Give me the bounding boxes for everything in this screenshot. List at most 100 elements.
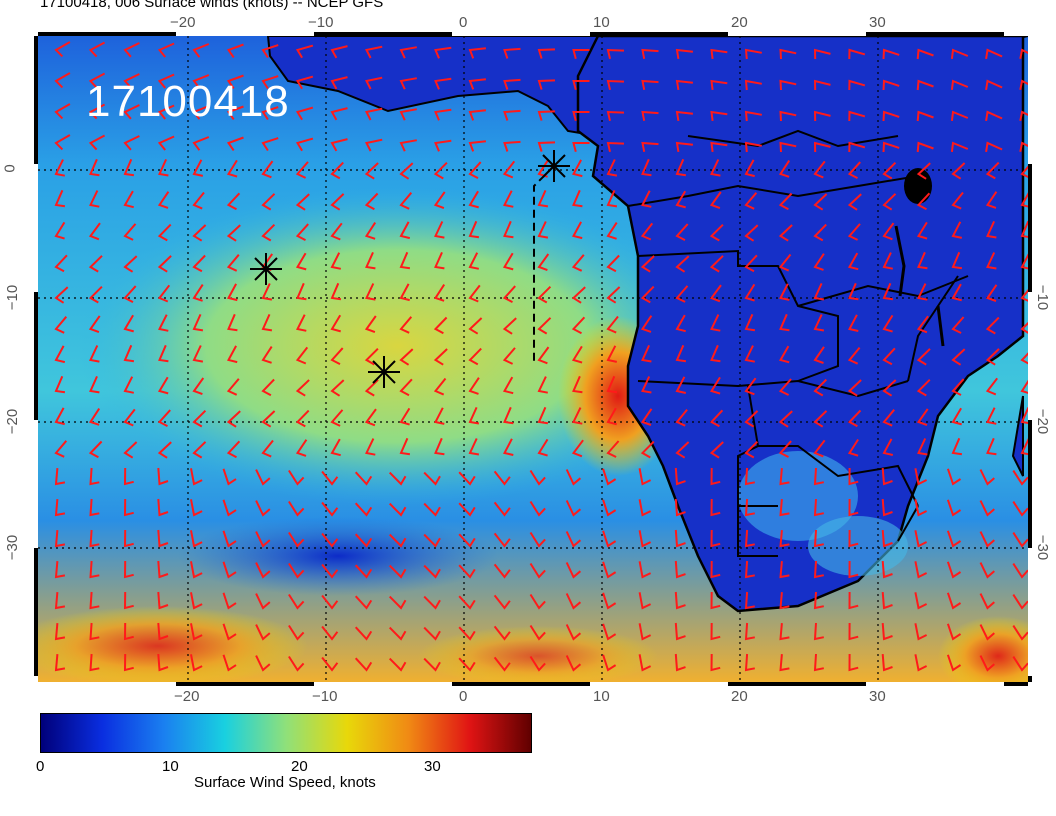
colorbar-tick: 20 [291, 758, 308, 775]
wind-barb [192, 441, 207, 459]
wind-barb [434, 77, 452, 90]
wind-barb [572, 49, 590, 59]
wind-barb [321, 563, 339, 579]
wind-barb [537, 221, 549, 239]
wind-barb [89, 345, 100, 363]
wind-barb [330, 107, 348, 121]
wind-barb [468, 78, 487, 90]
wind-barb [529, 562, 546, 579]
southern-jet [38, 606, 308, 682]
wind-barb [572, 159, 583, 178]
wind-barb [423, 533, 441, 548]
wind-barb [813, 141, 831, 153]
wind-barb [813, 193, 828, 211]
wind-barb [847, 438, 859, 457]
wind-barb [848, 314, 859, 332]
wind-barb [916, 221, 928, 240]
wind-barb [710, 560, 721, 579]
wind-barb [847, 223, 861, 241]
date-stamp: 17100418 [86, 77, 290, 126]
wind-barb [950, 141, 969, 153]
wind-barb [744, 377, 757, 396]
frame-edge-right [1028, 36, 1032, 682]
wind-barb [914, 654, 928, 672]
wind-barb [848, 622, 859, 641]
wind-barb [986, 407, 997, 425]
colorbar-tick: 10 [162, 758, 179, 775]
wind-map: 17100418 [38, 36, 1028, 682]
wind-barb [255, 624, 271, 641]
wind-barb [572, 221, 583, 240]
wind-barb [882, 409, 895, 427]
wind-barb [778, 192, 793, 211]
wind-barb [434, 407, 445, 425]
wind-barb [813, 653, 825, 672]
storm-marker [538, 150, 570, 182]
wind-barb [321, 625, 339, 641]
wind-barb [123, 591, 134, 610]
wind-barb [602, 468, 617, 486]
wind-barb [951, 221, 963, 239]
wind-barb [321, 470, 339, 486]
wind-barb [288, 531, 305, 548]
wind-barb [744, 498, 755, 517]
wind-barb [192, 224, 207, 242]
wind-barb [295, 379, 310, 397]
wind-barb [606, 48, 625, 60]
wind-barb [985, 79, 1003, 91]
wind-barb [54, 345, 66, 364]
wind-barb [503, 78, 521, 90]
wind-barb [675, 344, 687, 363]
wind-barb [675, 110, 694, 122]
wind-barb [882, 161, 897, 180]
wind-barb [157, 529, 169, 548]
wind-barb [330, 314, 342, 333]
wind-barb [710, 159, 721, 177]
wind-barb [330, 76, 348, 90]
wind-barb [951, 437, 963, 456]
land-madagascar [1011, 395, 1024, 477]
wind-barb [89, 529, 100, 548]
lat-tick-left: −10 [4, 284, 22, 311]
wind-barb [778, 410, 793, 428]
wind-barb [565, 655, 582, 672]
wind-barb [744, 653, 755, 672]
wind-barb [157, 409, 171, 427]
wind-barb [778, 440, 792, 458]
wind-barb [675, 285, 689, 303]
wind-barb [710, 141, 728, 153]
wind-barb [606, 79, 625, 91]
lon-tick-top: −20 [170, 14, 196, 31]
wind-barb [914, 468, 928, 486]
wind-barb [985, 141, 1003, 153]
wind-barb [226, 440, 241, 459]
wind-barb [354, 595, 373, 610]
wind-barb [638, 654, 652, 672]
wind-barb [227, 313, 238, 332]
wind-barb [744, 224, 759, 242]
wind-barb [744, 591, 755, 610]
wind-barb [365, 283, 376, 301]
wind-barb [709, 223, 724, 242]
wind-barb [295, 44, 314, 59]
wind-barb [572, 142, 590, 152]
wind-barb [779, 110, 797, 122]
wind-barb [848, 141, 866, 153]
wind-barb [502, 160, 516, 179]
wind-barb [813, 378, 828, 397]
wind-barb [916, 348, 931, 366]
wind-barb [848, 591, 859, 610]
wind-barb [779, 499, 790, 517]
wind-barb [503, 406, 514, 425]
wind-barb [123, 441, 138, 459]
wind-barb [675, 141, 694, 153]
southern-jet-2 [418, 626, 658, 682]
wind-barb [606, 141, 625, 153]
wind-barb [779, 48, 797, 60]
wind-barb [986, 220, 997, 239]
wind-barb [433, 284, 446, 302]
wind-barb [157, 42, 175, 58]
wind-barb [222, 561, 237, 579]
wind-barb [123, 104, 140, 120]
wind-barb [399, 378, 413, 397]
